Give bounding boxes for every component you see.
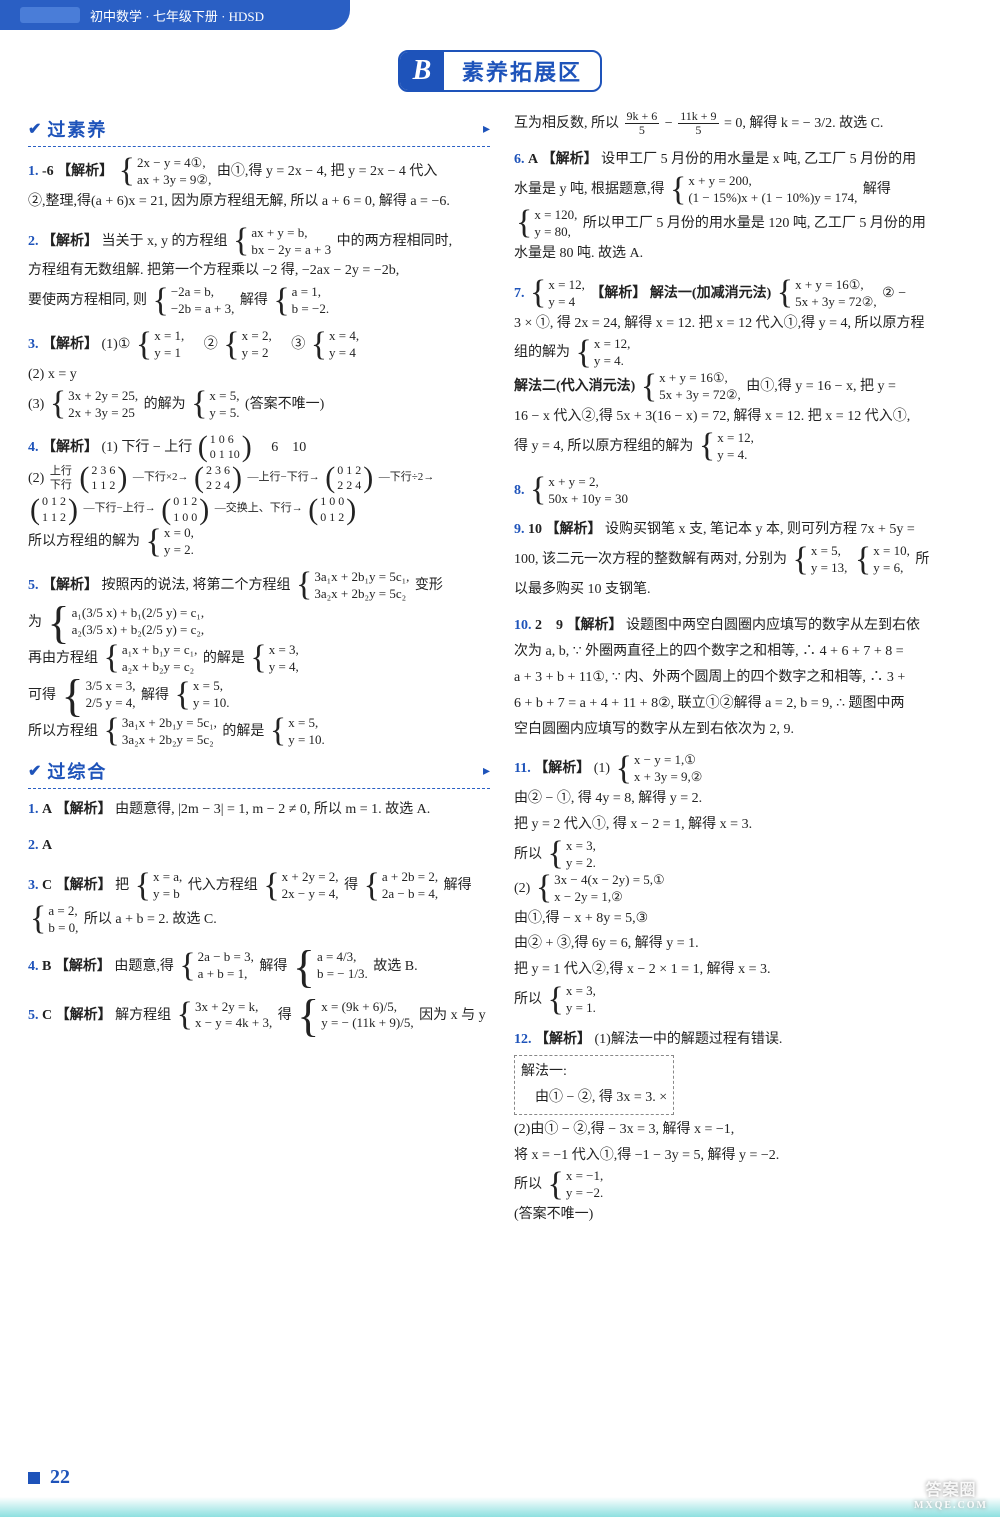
q-tag: 【解析】 (42, 578, 98, 593)
q-num: 5. (28, 578, 39, 593)
sub-title: 过素养 (47, 116, 107, 142)
right-column: 互为相反数, 所以 9k + 65 − 11k + 95 = 0, 解得 k =… (514, 110, 976, 1238)
logo-block (20, 7, 80, 23)
z-question-5: 5. C 【解析】 解方程组 {3x + 2y = k,x − y = 4k +… (28, 996, 490, 1035)
q-tag: 【解析】 (42, 234, 98, 249)
q-tag: 【解析】 (42, 439, 98, 454)
question-1: 1. -6 【解析】 {2x − y = 4①,ax + 3y = 9②, 由①… (28, 155, 490, 215)
q-tag: 【解析】 (57, 164, 113, 179)
q-tag: 【解析】 (42, 337, 98, 352)
question-2: 2. 【解析】 当关于 x, y 的方程组 {ax + y = b,bx − 2… (28, 225, 490, 318)
boxed-work: 解法一: 由① − ②, 得 3x = 3. × (514, 1055, 674, 1115)
page-footer: 22 (28, 1466, 70, 1489)
r-question-10: 10. 2 9 【解析】 设题图中两空白圆圈内应填写的数字从左到右依 次为 a,… (514, 613, 976, 742)
sub-header-suoyang: ✔ 过素养 ▸ (28, 116, 490, 147)
arrow-icon: ▸ (483, 121, 490, 138)
banner-text: 初中数学 · 七年级下册 · HDSD (90, 6, 264, 25)
r-question-9: 9. 10 【解析】 设购买钢笔 x 支, 笔记本 y 本, 则可列方程 7x … (514, 517, 976, 603)
q-num: 3. (28, 337, 39, 352)
sub-title: 过综合 (47, 758, 107, 784)
tick-icon: ✔ (28, 761, 41, 781)
z-question-3: 3. C 【解析】 把 {x = a,y = b 代入方程组 {x + 2y =… (28, 869, 490, 937)
section-badge: B 素养拓展区 (0, 50, 1000, 92)
r-question-11: 11. 【解析】 (1) {x − y = 1,①x + 3y = 9,② 由②… (514, 752, 976, 1017)
arrow-icon: ▸ (483, 763, 490, 780)
question-4: 4. 【解析】 (1) 下行 − 上行 (1 0 60 1 10) 6 10 (… (28, 432, 490, 559)
badge-letter: B (400, 52, 444, 90)
q-num: 1. (28, 164, 39, 179)
q-num: 4. (28, 439, 39, 454)
gradient-bar (0, 1497, 1000, 1517)
question-5: 5. 【解析】 按照丙的说法, 将第二个方程组 {3a₁x + 2b₁y = 5… (28, 569, 490, 749)
z-question-2: 2. A (28, 833, 490, 859)
r-question-12: 12. 【解析】 (1)解法一中的解题过程有错误. 解法一: 由① − ②, 得… (514, 1027, 976, 1228)
top-banner: 初中数学 · 七年级下册 · HDSD (0, 0, 350, 30)
z-question-1: 1. A 【解析】 由题意得, |2m − 3| = 1, m − 2 ≠ 0,… (28, 797, 490, 823)
r-question-6: 6. A 【解析】 设甲工厂 5 月份的用水量是 x 吨, 乙工厂 5 月份的用… (514, 147, 976, 266)
q-num: 2. (28, 234, 39, 249)
left-column: ✔ 过素养 ▸ 1. -6 【解析】 {2x − y = 4①,ax + 3y … (28, 110, 490, 1238)
sub-header-zonghe: ✔ 过综合 ▸ (28, 758, 490, 789)
question-3: 3. 【解析】 (1)① {x = 1,y = 1 ② {x = 2,y = 2… (28, 328, 490, 421)
q-ans: -6 (42, 164, 54, 179)
r-question-7: 7. {x = 12,y = 4 【解析】 解法一(加减消元法) {x + y … (514, 277, 976, 464)
z-question-4: 4. B 【解析】 由题意,得 {2a − b = 3,a + b = 1, 解… (28, 947, 490, 986)
watermark: 答案圈 MXQE.COM (914, 1476, 988, 1511)
r-question-8: 8. {x + y = 2,50x + 10y = 30 (514, 474, 976, 508)
page-number: 22 (50, 1466, 70, 1489)
cont-5: 互为相反数, 所以 9k + 65 − 11k + 95 = 0, 解得 k =… (514, 110, 976, 137)
footer-block-icon (28, 1472, 40, 1484)
tick-icon: ✔ (28, 119, 41, 139)
badge-text: 素养拓展区 (444, 55, 600, 87)
